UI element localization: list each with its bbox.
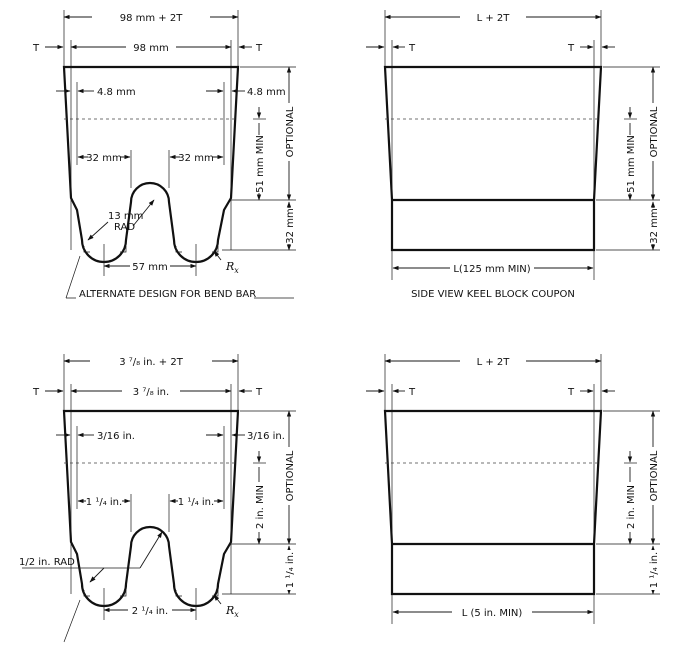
optional-label: OPTIONAL: [649, 106, 660, 157]
overall-length-label: L + 2T: [477, 13, 511, 24]
side-view-outline: [385, 67, 601, 250]
length-label: L(125 mm MIN): [453, 264, 530, 275]
inset-right-label: 3/16 in.: [247, 431, 285, 442]
gap-left-label: 1 ¹/₄ in.: [86, 497, 122, 508]
optional-label: OPTIONAL: [285, 450, 296, 501]
base-width-label: 57 mm: [132, 262, 167, 273]
gap-right-label: 1 ¹/₄ in.: [178, 497, 214, 508]
radius-label: 1/2 in. RAD: [19, 557, 75, 568]
top-width-label: 3 ⁷/₈ in.: [133, 387, 169, 398]
overall-width-label: 98 mm + 2T: [120, 13, 183, 24]
min-height-label: 2 in. MIN: [255, 485, 266, 529]
min-height-label: 2 in. MIN: [626, 485, 637, 529]
length-label: L (5 in. MIN): [462, 608, 523, 619]
t-right-label: T: [255, 387, 263, 398]
base-height-label: 32 mm: [285, 208, 296, 243]
t-left-label: T: [32, 387, 40, 398]
min-height-label: 51 mm MIN: [626, 135, 637, 193]
rx-label: Rx: [225, 260, 239, 275]
t-right-label: T: [567, 43, 575, 54]
t-left-label: T: [408, 387, 416, 398]
inch-side-view: L + 2T T T OPTIONAL 2 in. MIN 1 ¹/₄ in. …: [366, 354, 660, 624]
rx-label: Rx: [225, 604, 239, 619]
t-left-label: T: [32, 43, 40, 54]
side-view-caption: SIDE VIEW KEEL BLOCK COUPON: [411, 289, 575, 300]
base-width-label: 2 ¹/₄ in.: [132, 606, 168, 617]
gap-right-label: 32 mm: [178, 153, 213, 164]
base-height-label: 32 mm: [649, 208, 660, 243]
min-height-label: 51 mm MIN: [255, 135, 266, 193]
base-height-label: 1 ¹/₄ in.: [285, 552, 296, 588]
metric-side-view: L + 2T T T OPTIONAL 51 mm MIN 32 mm L(12…: [366, 10, 660, 300]
t-left-label: T: [408, 43, 416, 54]
optional-label: OPTIONAL: [649, 450, 660, 501]
t-right-label: T: [567, 387, 575, 398]
inset-left-label: 3/16 in.: [97, 431, 135, 442]
bend-bar-outline: [64, 411, 238, 606]
inch-bend-bar-view: 3 ⁷/₈ in. + 2T 3 ⁷/₈ in. T T 3/16 in. 3/…: [19, 354, 296, 642]
gap-left-label: 32 mm: [86, 153, 121, 164]
radius-suffix-label: RAD: [114, 222, 135, 233]
side-view-outline: [385, 411, 601, 594]
optional-label: OPTIONAL: [285, 106, 296, 157]
top-width-label: 98 mm: [133, 43, 168, 54]
base-height-label: 1 ¹/₄ in.: [649, 552, 660, 588]
overall-length-label: L + 2T: [477, 357, 511, 368]
t-right-label: T: [255, 43, 263, 54]
overall-width-label: 3 ⁷/₈ in. + 2T: [119, 357, 184, 368]
bend-bar-caption: ALTERNATE DESIGN FOR BEND BAR: [79, 289, 256, 300]
metric-bend-bar-view: 98 mm + 2T 98 mm T T 4.8 mm 4.8 mm 32 mm…: [32, 10, 296, 300]
bend-bar-outline: [64, 67, 238, 262]
inset-right-label: 4.8 mm: [247, 87, 286, 98]
inset-left-label: 4.8 mm: [97, 87, 136, 98]
